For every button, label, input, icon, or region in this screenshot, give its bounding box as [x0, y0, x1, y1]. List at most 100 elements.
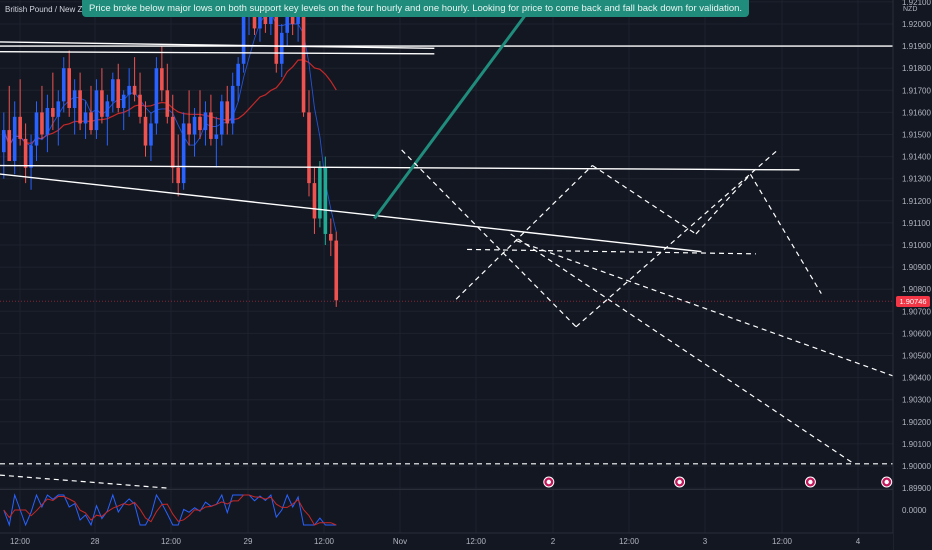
currency-label: NZD — [903, 6, 918, 13]
candle-body — [61, 68, 66, 102]
trend-drawings[interactable] — [0, 0, 932, 489]
price-axis-ticks: 1.92100 1.92000 1.91900 1.91800 1.91700 1.916… — [902, 0, 931, 515]
price-tick-label: 1.90100 — [902, 440, 931, 449]
candle-body — [7, 130, 12, 162]
candle-body — [100, 90, 104, 117]
candle-body — [149, 123, 153, 146]
price-axis[interactable] — [893, 0, 932, 550]
candle-body — [34, 112, 39, 146]
candle-body — [214, 134, 219, 139]
candle-body — [111, 79, 115, 102]
time-tick-label: 28 — [91, 537, 100, 546]
time-tick-label: 12:00 — [466, 537, 487, 546]
candle-body — [89, 112, 93, 131]
time-tick-label: 12:00 — [314, 537, 335, 546]
time-tick-label: 12:00 — [619, 537, 640, 546]
candle-body — [236, 63, 240, 86]
candle-body — [83, 112, 88, 124]
time-tick-label: 3 — [703, 537, 708, 546]
symbol-title[interactable]: British Pound / New Zealand Dollar, 1h — [5, 5, 143, 14]
candle-body — [279, 32, 284, 64]
candle-body — [67, 68, 71, 108]
projection-line[interactable] — [455, 165, 593, 300]
candle-body — [165, 90, 170, 117]
candle-body — [181, 123, 186, 184]
candle-body — [307, 112, 311, 184]
current-price-tag: 1.90746 — [896, 296, 930, 307]
time-axis-ticks: 12:00 28 12:00 29 12:00 Nov 12:00 2 12:00 3 12:00 4 — [10, 537, 861, 546]
candle-body — [56, 101, 61, 117]
indicator-pane-divider — [0, 489, 893, 490]
candle-body — [160, 68, 164, 91]
stoch-k-line — [3, 493, 337, 527]
price-tick-label: 1.90900 — [902, 263, 931, 272]
projection-line[interactable] — [510, 233, 855, 465]
price-tick-label: 1.91000 — [902, 241, 931, 250]
price-tick-label: 1.89900 — [902, 484, 931, 493]
economic-events[interactable] — [543, 476, 932, 488]
price-tick-label: 1.91500 — [902, 131, 931, 140]
price-tick-label: 1.91700 — [902, 86, 931, 95]
trend-line[interactable] — [0, 41, 435, 50]
candle-body — [116, 79, 121, 108]
time-axis[interactable] — [0, 533, 893, 550]
candle-body — [209, 112, 213, 139]
candle-body — [192, 116, 197, 135]
candle-body — [301, 1, 306, 113]
price-tick-label: 1.92000 — [902, 20, 931, 29]
price-tick-label: 1.91400 — [902, 153, 931, 162]
candle-body — [329, 233, 333, 241]
candle-body — [12, 116, 17, 162]
price-tick-label: 1.90700 — [902, 307, 931, 316]
candle-body — [318, 167, 322, 219]
time-tick-label: 12:00 — [772, 537, 793, 546]
price-tick-label: 1.90800 — [902, 285, 931, 294]
time-tick-label: 2 — [551, 537, 556, 546]
callout-pointer — [373, 0, 539, 220]
candle-body — [143, 116, 148, 146]
time-tick-label: Nov — [393, 537, 407, 546]
candle-body — [203, 112, 208, 131]
projection-line[interactable] — [515, 240, 932, 429]
indicator-tick-label: 0.0000 — [902, 506, 927, 515]
projection-line[interactable] — [695, 173, 751, 235]
candle-body — [18, 116, 22, 139]
price-tick-label: 1.90400 — [902, 374, 931, 383]
trend-line[interactable] — [0, 164, 800, 171]
candle-body — [312, 183, 317, 219]
candle-body — [220, 101, 224, 135]
price-tick-label: 1.91200 — [902, 197, 931, 206]
candle-body — [72, 90, 77, 108]
event-flag-dot — [546, 479, 551, 485]
time-tick-label: 12:00 — [10, 537, 31, 546]
candle-body — [274, 1, 279, 64]
candle-body — [29, 145, 33, 168]
projection-line[interactable] — [467, 248, 756, 255]
event-flag-dot — [677, 479, 682, 485]
candle-body — [170, 116, 175, 168]
candle-body — [225, 101, 230, 124]
price-tick-label: 1.90200 — [902, 418, 931, 427]
price-tick-label: 1.92100 — [902, 0, 931, 7]
candle-body — [2, 130, 6, 153]
event-flag-dot — [884, 479, 889, 485]
candle-body — [334, 240, 339, 301]
stoch-d-line — [3, 494, 337, 526]
annotation-callout[interactable]: Price broke below major lows on both sup… — [82, 0, 750, 17]
trend-line[interactable] — [0, 172, 702, 253]
projection-line[interactable] — [0, 474, 168, 489]
time-tick-label: 12:00 — [161, 537, 182, 546]
candle-body — [323, 167, 328, 234]
price-tick-label: 1.91600 — [902, 108, 931, 117]
price-tick-label: 1.90300 — [902, 396, 931, 405]
time-tick-label: 29 — [244, 537, 253, 546]
price-tick-label: 1.90600 — [902, 329, 931, 338]
price-tick-label: 1.91100 — [902, 219, 931, 228]
candle-body — [23, 138, 28, 168]
projection-line[interactable] — [592, 164, 697, 235]
price-tick-label: 1.91800 — [902, 64, 931, 73]
trend-line[interactable] — [0, 51, 435, 55]
candle-body — [138, 94, 142, 117]
price-tick-label: 1.91300 — [902, 175, 931, 184]
